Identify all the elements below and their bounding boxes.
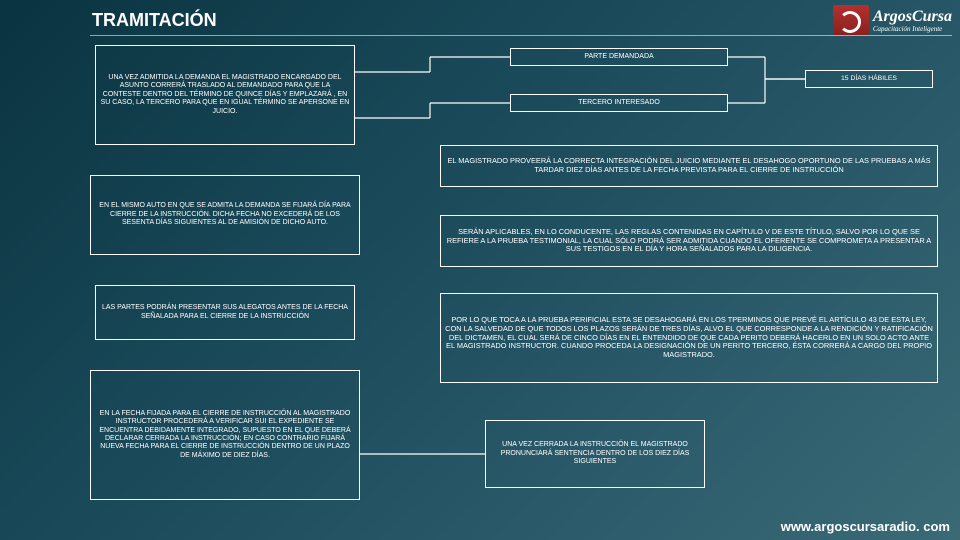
brand-name: ArgosCursa (873, 8, 952, 25)
box-d1: EL MAGISTRADO PROVEERÁ LA CORRECTA INTEG… (440, 145, 938, 187)
box-e1: UNA VEZ CERRADA LA INSTRUCCIÓN EL MAGIST… (485, 420, 705, 488)
header-divider (90, 35, 952, 36)
box-d3: POR LO QUE TOCA A LA PRUEBA PERIFICIAL E… (440, 293, 938, 383)
brand-tagline: Capacitación Inteligente (873, 26, 952, 33)
box-b1: PARTE DEMANDADA (510, 48, 728, 66)
footer-url: www.argoscursaradio. com (781, 519, 950, 534)
box-d2: SERÁN APLICABLES, EN LO CONDUCENTE, LAS … (440, 215, 938, 267)
box-a1: UNA VEZ ADMITIDA LA DEMANDA EL MAGISTRAD… (95, 45, 355, 145)
box-c1: 15 DÍAS HÁBILES (805, 70, 933, 88)
box-b2: TERCERO INTERESADO (510, 94, 728, 112)
box-a3: LAS PARTES PODRÁN PRESENTAR SUS ALEGATOS… (95, 285, 355, 340)
box-a4: EN LA FECHA FIJADA PARA EL CIERRE DE INS… (90, 370, 360, 500)
logo-icon (833, 5, 869, 35)
box-a2: EN EL MISMO AUTO EN QUE SE ADMITA LA DEM… (90, 175, 360, 255)
brand-logo: ArgosCursa Capacitación Inteligente (833, 5, 952, 35)
page-title: TRAMITACIÓN (92, 10, 217, 31)
